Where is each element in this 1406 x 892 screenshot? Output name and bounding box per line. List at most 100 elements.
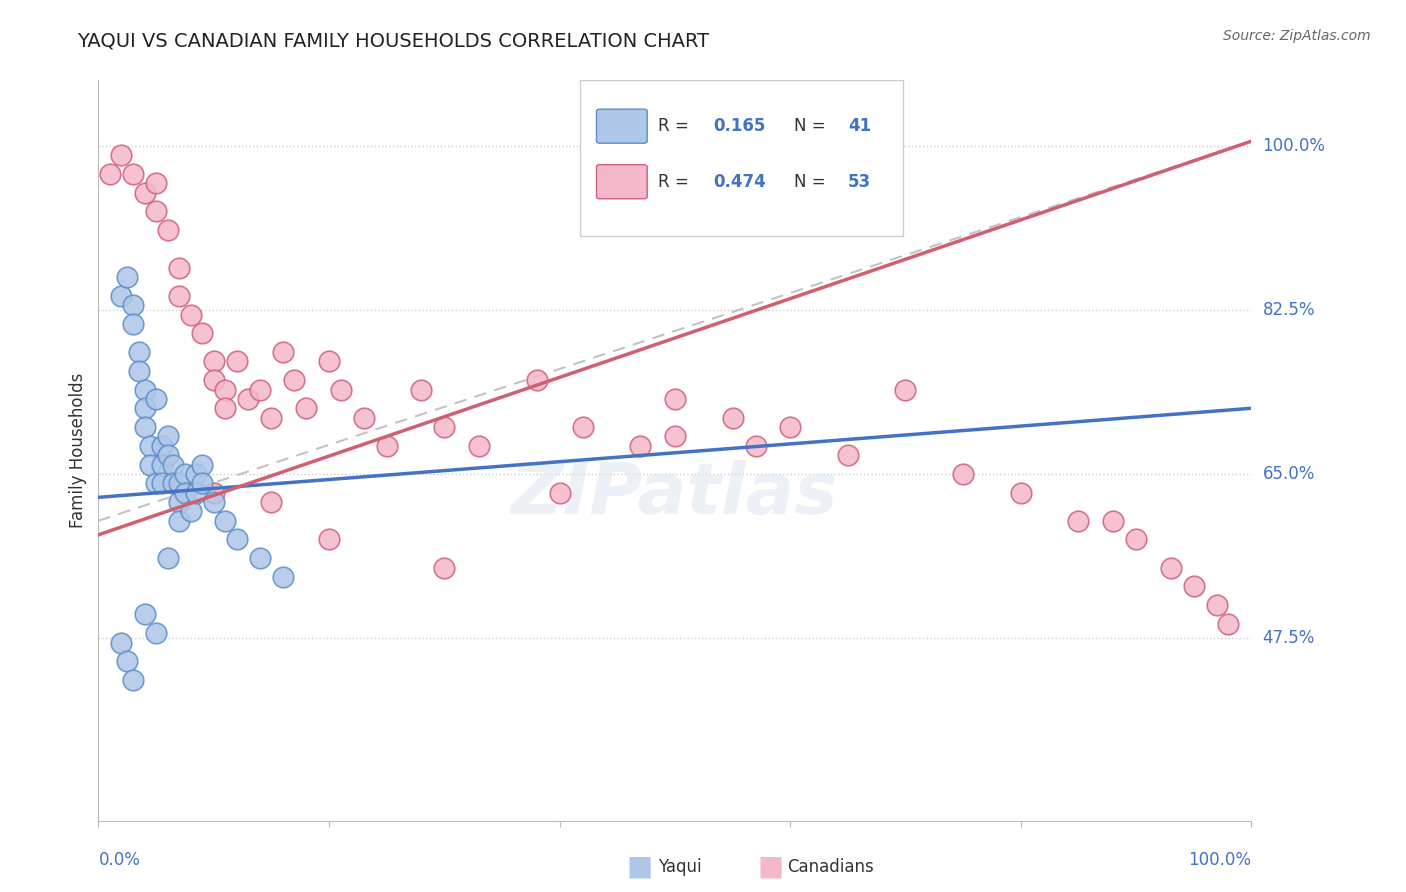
Text: 65.0%: 65.0% [1263, 465, 1315, 483]
Point [329, 383, 352, 397]
Point [139, 458, 162, 472]
Point [122, 673, 145, 687]
Point [150, 458, 173, 472]
Text: ■: ■ [758, 853, 783, 881]
FancyBboxPatch shape [596, 109, 647, 144]
Point [779, 420, 801, 434]
Point [744, 439, 766, 453]
Point [433, 560, 456, 574]
Point [1125, 533, 1147, 547]
Point [186, 485, 208, 500]
Point [468, 439, 491, 453]
Point [167, 495, 190, 509]
Point [283, 373, 305, 387]
Text: R =: R = [658, 173, 693, 191]
Point [249, 551, 271, 566]
Point [837, 448, 859, 462]
Point [110, 635, 132, 649]
Point [271, 570, 294, 584]
Point [162, 476, 184, 491]
Point [134, 186, 156, 200]
Point [156, 429, 179, 443]
Text: 53: 53 [848, 173, 870, 191]
Text: ZIPatlas: ZIPatlas [512, 460, 838, 529]
Point [156, 448, 179, 462]
Point [156, 551, 179, 566]
Text: 0.474: 0.474 [713, 173, 766, 191]
Point [271, 345, 294, 359]
Text: N =: N = [793, 117, 831, 136]
FancyBboxPatch shape [581, 80, 903, 235]
Point [318, 533, 340, 547]
Point [167, 289, 190, 303]
Point [122, 298, 145, 312]
Point [894, 383, 917, 397]
Point [150, 439, 173, 453]
Point [225, 354, 247, 368]
Point [1182, 579, 1205, 593]
Point [191, 458, 214, 472]
Y-axis label: Family Households: Family Households [69, 373, 87, 528]
Point [191, 476, 214, 491]
Text: 0.165: 0.165 [713, 117, 765, 136]
Point [1218, 616, 1240, 631]
Point [1102, 514, 1125, 528]
Point [433, 420, 456, 434]
Point [214, 514, 236, 528]
Point [1160, 560, 1182, 574]
Point [571, 420, 593, 434]
Point [353, 410, 375, 425]
Point [180, 504, 202, 518]
Point [134, 401, 156, 416]
Point [145, 626, 167, 640]
Point [214, 401, 236, 416]
Point [1010, 485, 1032, 500]
Point [526, 373, 548, 387]
Point [548, 485, 571, 500]
Point [145, 392, 167, 406]
Text: 100.0%: 100.0% [1188, 851, 1251, 869]
Point [134, 607, 156, 622]
Text: 47.5%: 47.5% [1263, 629, 1315, 647]
Point [664, 392, 686, 406]
Point [117, 270, 139, 285]
Point [122, 317, 145, 331]
Text: 41: 41 [848, 117, 870, 136]
Point [167, 260, 190, 275]
Point [952, 467, 974, 481]
Point [128, 345, 150, 359]
Text: Canadians: Canadians [787, 858, 875, 876]
Text: R =: R = [658, 117, 693, 136]
Point [167, 514, 190, 528]
Point [145, 204, 167, 219]
Point [117, 654, 139, 668]
Point [1205, 598, 1227, 612]
Text: Yaqui: Yaqui [658, 858, 702, 876]
Point [1067, 514, 1090, 528]
Point [318, 354, 340, 368]
Point [664, 429, 686, 443]
Point [186, 467, 208, 481]
Point [162, 458, 184, 472]
Text: 100.0%: 100.0% [1263, 136, 1326, 155]
Point [174, 485, 197, 500]
Point [128, 364, 150, 378]
Point [110, 289, 132, 303]
Point [180, 308, 202, 322]
Text: YAQUI VS CANADIAN FAMILY HOUSEHOLDS CORRELATION CHART: YAQUI VS CANADIAN FAMILY HOUSEHOLDS CORR… [77, 31, 710, 50]
Point [295, 401, 318, 416]
Point [249, 383, 271, 397]
Text: Source: ZipAtlas.com: Source: ZipAtlas.com [1223, 29, 1371, 43]
Text: ■: ■ [627, 853, 652, 881]
Point [375, 439, 398, 453]
Point [191, 326, 214, 341]
Point [202, 354, 225, 368]
Point [260, 495, 283, 509]
Point [167, 476, 190, 491]
Point [721, 410, 744, 425]
Point [145, 177, 167, 191]
Point [214, 383, 236, 397]
Point [98, 167, 121, 181]
Point [411, 383, 433, 397]
Point [238, 392, 260, 406]
